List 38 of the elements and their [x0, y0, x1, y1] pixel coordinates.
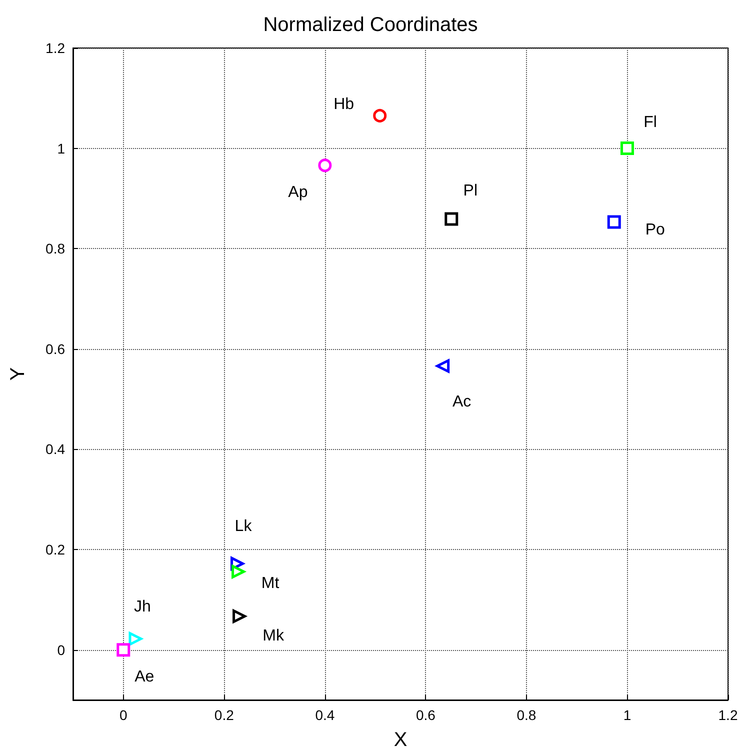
point — [116, 643, 130, 657]
series-label: Jh — [134, 598, 151, 616]
x-tick-label: 0.4 — [315, 707, 335, 723]
point — [232, 609, 246, 623]
x-tick-label: 1.2 — [718, 707, 738, 723]
y-axis-title: Y — [7, 367, 29, 381]
point — [607, 215, 621, 229]
y-tick-label: 0.6 — [46, 340, 66, 357]
point — [444, 212, 458, 226]
series-label: Mt — [261, 575, 280, 592]
series-label: Fl — [644, 114, 657, 131]
series-label: Pl — [463, 182, 478, 200]
series-label: Ae — [134, 668, 154, 686]
point — [436, 359, 450, 373]
y-tick-label: 0.8 — [46, 240, 66, 257]
series-label: Lk — [234, 518, 253, 536]
point — [232, 564, 246, 578]
x-tick-label: 0.8 — [516, 707, 536, 723]
series-label: Mk — [262, 628, 285, 645]
y-tick-label: 1.2 — [46, 40, 66, 56]
y-tick-label: 1 — [57, 140, 66, 156]
x-axis-title: X — [394, 729, 408, 751]
x-tick-label: 1 — [623, 707, 632, 723]
series-label: Ap — [288, 184, 308, 201]
series-label: Ac — [452, 393, 472, 410]
x-tick-label: 0.2 — [214, 707, 234, 723]
series-label: Hb — [334, 96, 354, 114]
y-tick-label: 0.4 — [46, 441, 66, 458]
point — [128, 632, 142, 646]
point — [620, 142, 634, 156]
x-tick-label: 0 — [119, 707, 128, 723]
series-label: Po — [645, 222, 666, 239]
point — [318, 158, 332, 172]
chart-title: Normalized Coordinates — [263, 14, 478, 36]
y-tick-label: 0.2 — [46, 542, 66, 558]
x-tick-label: 0.6 — [416, 707, 436, 723]
point — [373, 108, 387, 122]
y-tick-label: 0 — [57, 642, 66, 658]
